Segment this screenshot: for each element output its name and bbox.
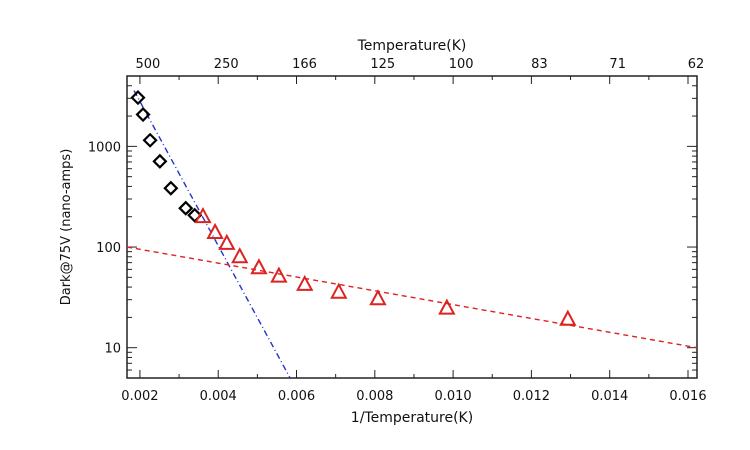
x-axis-label: 1/Temperature(K) (351, 410, 473, 426)
x-tick-label: 0.006 (278, 389, 315, 404)
fit-line (126, 246, 698, 349)
triangle-point (231, 247, 249, 264)
triangle-point (270, 266, 288, 283)
triangle-point (559, 309, 577, 326)
diamond-point (187, 207, 203, 223)
y-tick-label: 100 (96, 241, 121, 256)
x-tick-label: 0.014 (591, 389, 628, 404)
x-tick-label: 0.008 (356, 389, 393, 404)
top-tick-label: 166 (292, 57, 317, 72)
triangle-point (438, 298, 456, 315)
diamond-point (130, 90, 146, 106)
triangle-point (330, 282, 348, 299)
triangle-point (250, 258, 268, 275)
diamond-point (135, 106, 151, 123)
plot-frame (126, 75, 698, 379)
y-tick-label: 1000 (88, 140, 121, 155)
fit-line (133, 90, 291, 378)
y-axis-label: Dark@75V (nano-amps) (59, 149, 74, 306)
x-tick-label: 0.004 (200, 389, 237, 404)
x-tick-label: 0.002 (121, 389, 158, 404)
top-tick-label: 500 (136, 57, 161, 72)
x-tick-label: 0.010 (434, 389, 471, 404)
top-tick-label: 125 (370, 57, 395, 72)
triangle-point (194, 206, 212, 224)
diamond-point (142, 132, 158, 148)
top-tick-label: 250 (214, 57, 239, 72)
triangle-point (369, 289, 387, 306)
top-tick-label: 83 (531, 57, 548, 72)
top-tick-label: 71 (609, 57, 626, 72)
x-tick-label: 0.012 (513, 389, 550, 404)
y-tick-label: 10 (104, 342, 121, 357)
top-axis-label: Temperature(K) (357, 38, 467, 54)
triangle-point (296, 274, 314, 291)
diamond-point (152, 153, 168, 169)
triangle-point (206, 222, 224, 240)
top-tick-label: 100 (449, 57, 474, 72)
triangle-point (218, 233, 236, 250)
x-tick-label: 0.016 (669, 389, 706, 404)
diamond-point (178, 200, 194, 216)
top-tick-label: 62 (688, 57, 705, 72)
diamond-point (163, 180, 179, 196)
